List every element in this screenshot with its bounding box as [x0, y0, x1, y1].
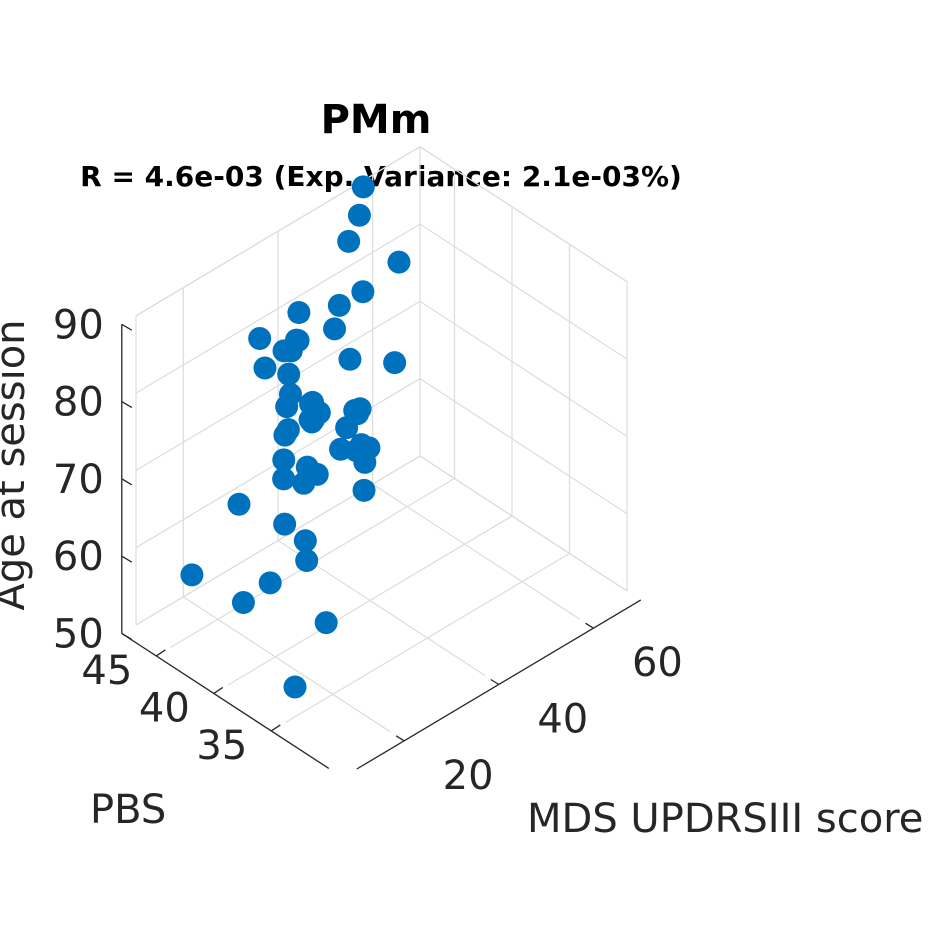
y-tick-label: 40 — [139, 685, 190, 731]
grid-line — [419, 378, 628, 515]
z-axis-label: Age at session — [0, 319, 34, 610]
y-tick-mark — [213, 686, 224, 694]
z-tick-label: 80 — [53, 380, 104, 426]
grid-line — [285, 552, 570, 724]
data-point — [352, 478, 376, 502]
data-point — [293, 529, 317, 553]
grid-line — [227, 515, 513, 686]
data-point — [346, 402, 370, 426]
data-point — [314, 611, 338, 635]
data-point — [231, 591, 255, 615]
data-point — [277, 362, 301, 386]
x-tick-label: 60 — [632, 640, 683, 686]
data-point — [258, 571, 282, 595]
data-point — [272, 467, 296, 491]
data-point — [351, 280, 375, 304]
z-tick-label: 90 — [53, 302, 104, 348]
axis-lines — [121, 323, 642, 770]
z-tick-label: 50 — [53, 611, 104, 657]
data-point — [323, 317, 347, 341]
grid-line — [419, 300, 628, 437]
x-tick-mark — [395, 735, 405, 742]
grid-line — [135, 300, 421, 471]
data-point — [347, 203, 371, 227]
grid-line — [372, 483, 580, 620]
grid-line — [183, 596, 391, 733]
data-point — [349, 433, 373, 457]
y-tick-mark — [270, 724, 281, 732]
data-point — [273, 512, 297, 536]
z-tick-label: 70 — [53, 457, 104, 503]
z-tick-mark — [121, 323, 133, 331]
x-tick-mark — [490, 678, 500, 686]
data-point — [387, 250, 411, 274]
data-point — [278, 382, 302, 406]
data-point — [327, 293, 351, 317]
data-point — [287, 301, 311, 325]
grid-line — [419, 455, 628, 592]
data-point — [383, 351, 407, 375]
z-tick-mark — [121, 478, 133, 486]
data-point — [248, 326, 272, 350]
z-tick-mark — [121, 400, 133, 409]
y-tick-mark — [155, 649, 166, 657]
x-tick-label: 20 — [443, 753, 494, 799]
data-point — [295, 549, 319, 573]
x-tick-label: 40 — [537, 696, 588, 742]
x-tick-mark — [585, 622, 594, 629]
y-axis-label: PBS — [90, 787, 166, 833]
chart-subtitle: R = 4.6e-03 (Exp. Variance: 2.1e-03%) — [80, 160, 682, 193]
chart-title: PMm — [321, 97, 432, 143]
data-point — [338, 347, 362, 371]
data-point — [253, 356, 277, 380]
y-tick-label: 35 — [196, 723, 247, 769]
grid-line — [419, 223, 628, 360]
data-point — [272, 448, 296, 472]
data-point — [227, 492, 251, 516]
z-tick-mark — [121, 632, 133, 641]
grid-line — [419, 146, 628, 283]
data-point — [307, 401, 331, 425]
data-point — [351, 175, 375, 199]
z-tick-mark — [121, 555, 133, 563]
data-points — [180, 175, 411, 699]
data-point — [180, 563, 204, 587]
x-axis-label: MDS UPDRSIII score — [527, 796, 923, 842]
grid-line — [135, 223, 421, 394]
grid-line — [135, 146, 421, 317]
z-tick-label: 60 — [53, 534, 104, 580]
data-point — [283, 675, 307, 699]
data-point — [276, 418, 300, 442]
data-point — [279, 339, 303, 363]
data-point — [295, 455, 319, 479]
grid-lines — [135, 146, 628, 733]
data-point — [337, 229, 361, 253]
y-tick-label: 45 — [81, 648, 132, 694]
